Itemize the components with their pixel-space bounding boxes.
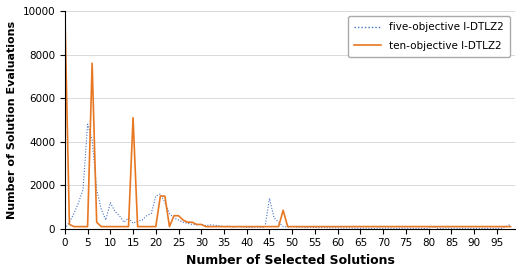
X-axis label: Number of Selected Solutions: Number of Selected Solutions: [185, 254, 395, 267]
Legend: five-objective I-DTLZ2, ten-objective I-DTLZ2: five-objective I-DTLZ2, ten-objective I-…: [348, 16, 510, 57]
Y-axis label: Number of Solution Evaluations: Number of Solution Evaluations: [7, 21, 17, 219]
